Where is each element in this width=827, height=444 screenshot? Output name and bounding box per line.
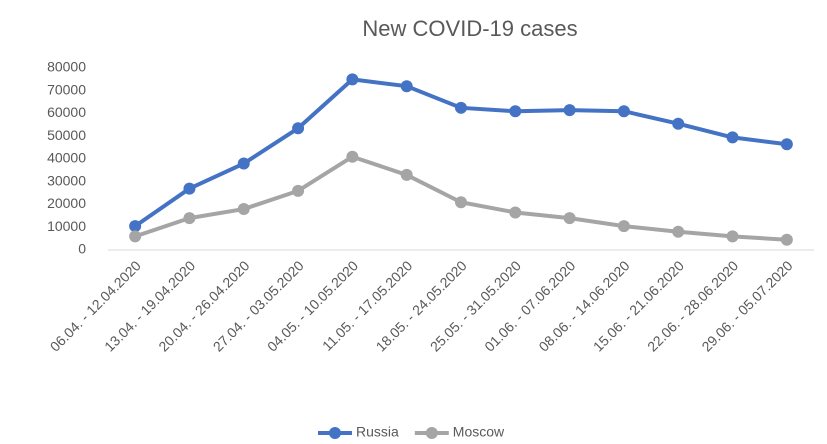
y-tick-label: 70000	[47, 81, 86, 97]
legend-marker	[425, 427, 438, 439]
point	[726, 131, 739, 144]
y-tick-label: 30000	[47, 172, 86, 188]
point	[292, 184, 305, 197]
legend-label: Moscow	[453, 424, 505, 440]
point	[672, 225, 685, 238]
y-tick-label: 40000	[47, 150, 86, 166]
point	[780, 233, 793, 246]
x-tick-label: 01.06. - 07.06.2020	[481, 257, 578, 354]
x-tick-label: 25.05. - 31.05.2020	[427, 257, 524, 354]
x-tick-label: 29.06. - 05.07.2020	[698, 257, 795, 354]
x-tick-label: 08.06. - 14.06.2020	[535, 257, 632, 354]
x-tick-label: 22.06. - 28.06.2020	[644, 257, 741, 354]
point	[509, 206, 522, 219]
y-tick-label: 80000	[47, 59, 86, 75]
y-tick-label: 10000	[47, 218, 86, 234]
point	[780, 138, 793, 151]
point	[346, 150, 359, 163]
point	[237, 203, 250, 216]
point	[129, 230, 142, 243]
point	[183, 182, 196, 195]
x-tick-label: 06.04. - 12.04.2020	[47, 257, 144, 354]
point	[346, 73, 359, 86]
chart-title: New COVID-19 cases	[362, 16, 577, 41]
point	[563, 212, 576, 225]
x-tick-label: 13.04. - 19.04.2020	[101, 257, 198, 354]
point	[672, 117, 685, 130]
y-tick-label: 60000	[47, 104, 86, 120]
point	[183, 212, 196, 225]
x-tick-label: 27.04. - 03.05.2020	[210, 257, 307, 354]
point	[563, 104, 576, 117]
point	[129, 220, 142, 233]
y-tick-label: 0	[78, 241, 86, 257]
point	[400, 80, 413, 93]
x-tick-label: 20.04. - 26.04.2020	[155, 257, 252, 354]
x-tick-label: 04.05. - 10.05.2020	[264, 257, 361, 354]
point	[509, 105, 522, 118]
legend-label: Russia	[356, 424, 399, 440]
x-tick-label: 11.05. - 17.05.2020	[319, 257, 416, 354]
point	[292, 122, 305, 135]
point	[726, 230, 739, 243]
point	[455, 101, 467, 114]
y-tick-label: 20000	[47, 195, 86, 211]
point	[617, 105, 630, 118]
x-tick-label: 15.06. - 21.06.2020	[590, 257, 687, 354]
legend-marker	[329, 427, 341, 439]
x-tick-label: 18.05. - 24.05.2020	[373, 257, 470, 354]
y-tick-label: 50000	[47, 127, 86, 143]
point	[455, 196, 467, 209]
point	[400, 168, 413, 181]
point	[237, 157, 250, 170]
point	[617, 220, 630, 233]
